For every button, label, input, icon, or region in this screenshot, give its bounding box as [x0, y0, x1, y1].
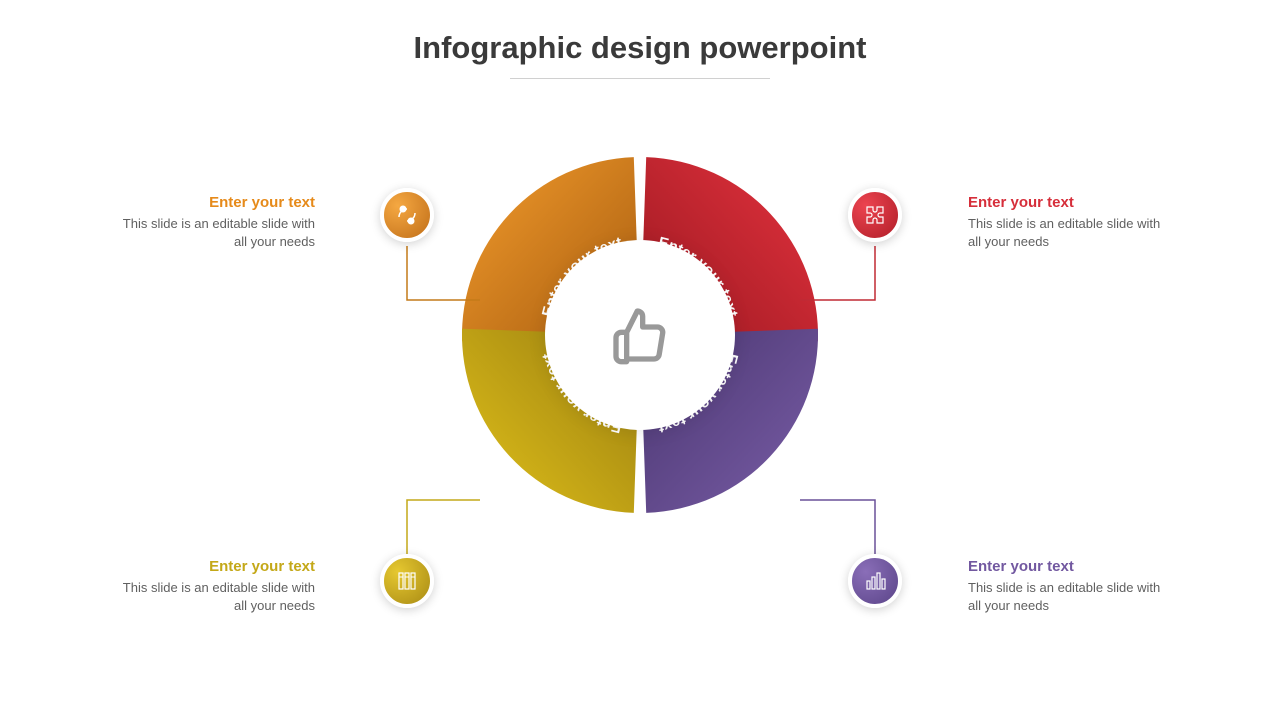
text-block-orange: Enter your text This slide is an editabl…	[115, 194, 315, 250]
icon-circle-purple	[848, 554, 902, 608]
bar-chart-icon	[863, 569, 887, 593]
title-underline	[510, 78, 770, 79]
desc-orange: This slide is an editable slide with all…	[115, 215, 315, 250]
page-title: Infographic design powerpoint	[414, 30, 867, 66]
heading-yellow: Enter your text	[115, 558, 315, 575]
icon-circle-orange	[380, 188, 434, 242]
books-icon	[395, 569, 419, 593]
desc-purple: This slide is an editable slide with all…	[968, 579, 1168, 614]
center-circle	[545, 240, 735, 430]
desc-yellow: This slide is an editable slide with all…	[115, 579, 315, 614]
people-exchange-icon	[395, 203, 419, 227]
heading-red: Enter your text	[968, 194, 1168, 211]
desc-red: This slide is an editable slide with all…	[968, 215, 1168, 250]
text-block-red: Enter your text This slide is an editabl…	[968, 194, 1168, 250]
text-block-purple: Enter your text This slide is an editabl…	[968, 558, 1168, 614]
text-block-yellow: Enter your text This slide is an editabl…	[115, 558, 315, 614]
heading-orange: Enter your text	[115, 194, 315, 211]
circular-diagram: Enter your text Enter your text Enter yo…	[460, 155, 820, 515]
thumbs-up-icon	[608, 303, 672, 367]
heading-purple: Enter your text	[968, 558, 1168, 575]
icon-circle-yellow	[380, 554, 434, 608]
icon-circle-red	[848, 188, 902, 242]
puzzle-icon	[863, 203, 887, 227]
